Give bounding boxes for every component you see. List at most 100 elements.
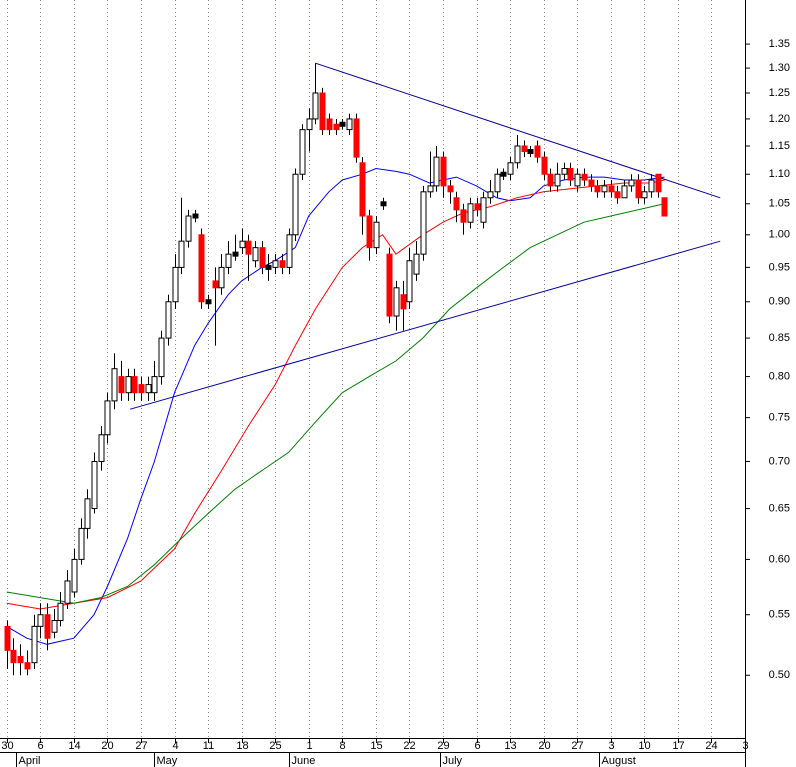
candle-body	[71, 558, 78, 593]
candle-body	[259, 247, 266, 268]
candle-body	[178, 240, 185, 268]
candle-body	[635, 179, 642, 199]
candle-body	[218, 266, 225, 289]
y-tick-label: 0.90	[769, 296, 790, 308]
candle-body	[44, 614, 51, 639]
candle-body	[359, 162, 366, 217]
candles	[4, 63, 668, 676]
y-tick-label: 0.50	[769, 669, 790, 681]
candle-body	[306, 118, 313, 131]
candle-body	[225, 253, 232, 268]
candle-body	[312, 92, 319, 120]
candle-body	[460, 209, 467, 223]
candle-body	[366, 215, 373, 249]
candle-body	[594, 185, 601, 193]
candle-body	[78, 527, 85, 560]
candle-body	[57, 602, 64, 622]
x-tick-label: 8	[339, 740, 345, 752]
x-tick-label: 20	[101, 740, 113, 752]
x-tick-label: 6	[474, 740, 480, 752]
candle-body	[641, 191, 648, 199]
x-tick-label: 29	[437, 740, 449, 752]
x-tick-label: 20	[538, 740, 550, 752]
moving-average	[6, 167, 665, 645]
grid	[7, 0, 746, 738]
candle-body	[487, 191, 494, 199]
candle-body	[507, 162, 514, 175]
candle-body	[400, 294, 407, 310]
candle-body	[292, 173, 299, 236]
y-tick-label: 1.25	[769, 87, 790, 99]
candle-body	[252, 247, 259, 262]
candle-body	[37, 614, 44, 627]
candle-body	[299, 129, 306, 175]
candle-body	[380, 201, 387, 207]
candle-body	[265, 264, 272, 270]
x-tick-label: 3	[742, 740, 748, 752]
candle-body	[333, 123, 340, 131]
candle-body	[588, 179, 595, 187]
candle-body	[165, 301, 172, 339]
x-tick-label: 1	[306, 740, 312, 752]
candle-body	[145, 384, 152, 394]
x-tick-label: 4	[172, 740, 178, 752]
candle-body	[413, 253, 420, 275]
candle-body	[272, 260, 279, 268]
candle-body	[541, 156, 548, 175]
y-tick-label: 0.85	[769, 332, 790, 344]
candle-body	[279, 260, 286, 268]
candle-body	[51, 620, 58, 633]
y-tick-label: 1.35	[769, 38, 790, 50]
month-label: August	[602, 755, 636, 767]
candle-body	[131, 376, 138, 394]
trend-line	[315, 62, 721, 199]
candle-body	[198, 234, 205, 303]
candle-body	[474, 203, 481, 211]
x-tick-label: 6	[37, 740, 43, 752]
candle-body	[245, 240, 252, 255]
candle-body	[500, 171, 507, 177]
candle-body	[205, 299, 212, 305]
candle-body	[125, 376, 132, 394]
candle-body	[561, 167, 568, 175]
x-tick-label: 24	[705, 740, 717, 752]
month-label: May	[157, 755, 178, 767]
candle-body	[655, 173, 662, 193]
candle-body	[232, 251, 239, 257]
x-tick-label: 13	[504, 740, 516, 752]
x-tick-label: 30	[1, 740, 13, 752]
x-tick-label: 14	[68, 740, 80, 752]
y-tick-label: 1.30	[769, 62, 790, 74]
candle-body	[212, 280, 219, 289]
y-tick-label: 0.65	[769, 502, 790, 514]
y-tick-label: 0.95	[769, 261, 790, 273]
candle-body	[433, 156, 440, 187]
month-label: June	[292, 755, 316, 767]
y-tick-label: 1.05	[769, 198, 790, 210]
y-tick-label: 0.80	[769, 371, 790, 383]
x-tick-label: 27	[571, 740, 583, 752]
candle-body	[319, 92, 326, 131]
candle-body	[239, 240, 246, 249]
x-tick-label: 25	[269, 740, 281, 752]
candle-body	[64, 580, 71, 604]
candle-body	[567, 167, 574, 181]
candle-body	[104, 400, 111, 436]
candle-body	[661, 197, 668, 217]
candle-body	[494, 173, 501, 193]
candle-body	[172, 266, 179, 303]
y-tick-label: 0.75	[769, 412, 790, 424]
lines	[6, 62, 721, 645]
candle-body	[10, 649, 17, 664]
candle-body	[192, 213, 199, 219]
candle-body	[84, 498, 91, 529]
candle-body	[386, 253, 393, 317]
candle-body	[534, 145, 541, 158]
candle-body	[547, 173, 554, 187]
candle-body	[574, 173, 581, 187]
candle-body	[601, 185, 608, 193]
x-tick-label: 11	[203, 740, 214, 752]
x-tick-label: 10	[638, 740, 650, 752]
y-tick-label: 1.20	[769, 113, 790, 125]
